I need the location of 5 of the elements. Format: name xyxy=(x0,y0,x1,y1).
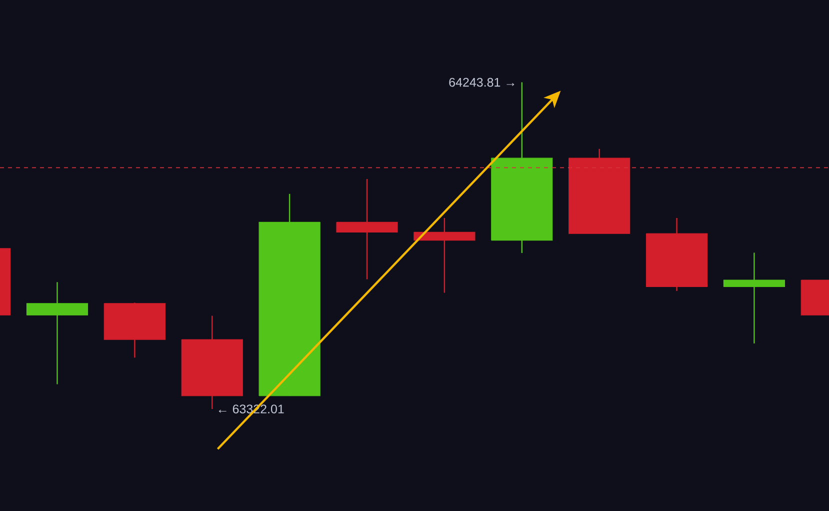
candlestick xyxy=(723,252,786,344)
candlestick xyxy=(336,178,398,280)
candlestick xyxy=(26,282,88,385)
annotation: 64243.81 → xyxy=(449,78,514,87)
candlestick xyxy=(414,217,476,294)
